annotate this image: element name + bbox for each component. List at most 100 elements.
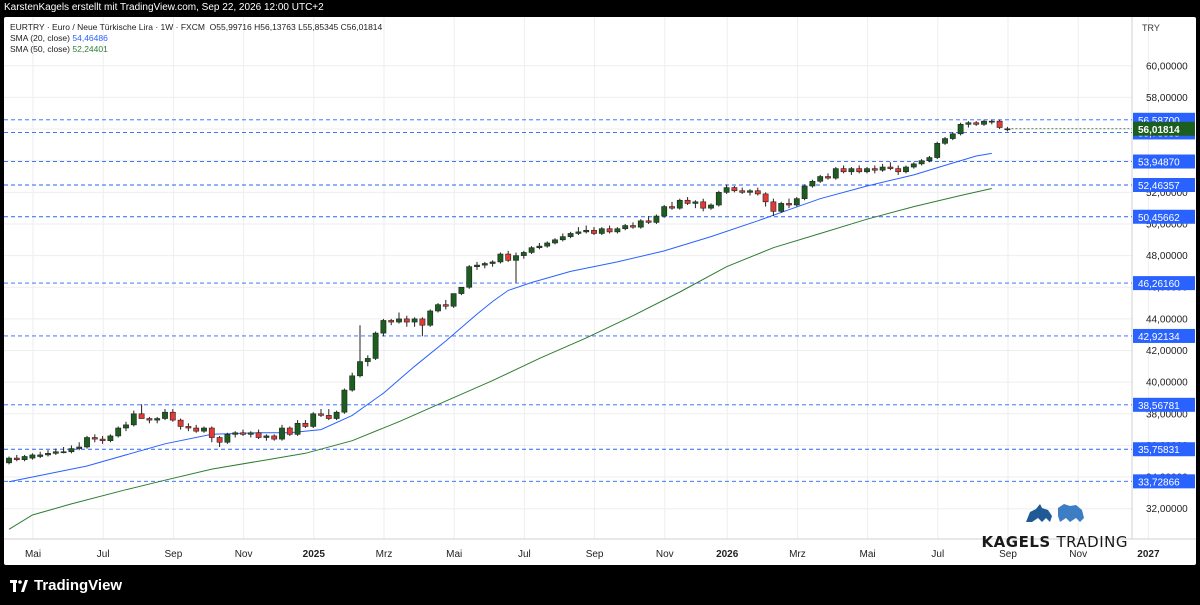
candle-body [403,318,410,323]
candle-body [177,419,184,427]
candle-body [575,231,582,234]
candle-body [544,242,551,247]
candle [310,412,317,429]
level-tag-bg [1133,154,1195,169]
candle [411,317,418,327]
candle-body [981,120,987,125]
candle [630,222,636,229]
chart-svg[interactable]: 32,0000034,0000036,0000038,0000040,00000… [4,17,1196,565]
candle [606,225,613,234]
candle-body [458,286,465,294]
y-tick-label: 48,00000 [1146,251,1188,262]
x-tick-label: Mai [25,549,41,560]
currency-label: TRY [1142,23,1160,33]
legend-sma20-row[interactable]: SMA (20, close) 54,46486 [10,33,108,43]
candle [240,429,246,436]
candle [341,388,348,414]
level-tag-label: 53,94870 [1138,158,1180,169]
candle [614,227,621,234]
y-tick-label: 44,00000 [1146,314,1188,325]
candle-body [84,437,90,448]
candle-body [739,190,746,193]
legend-sma50-row[interactable]: SMA (50, close) 52,24401 [10,44,108,54]
candle [762,192,769,207]
chart-panel[interactable]: 32,0000034,0000036,0000038,0000040,00000… [4,17,1196,565]
candle [138,404,145,419]
x-tick-label: 2027 [1137,549,1160,560]
candle [286,426,293,436]
bull-bear-logo-icon [1025,504,1084,522]
tradingview-logo[interactable]: TradingView [10,577,122,594]
candle-body [442,304,449,307]
candle-body [700,201,707,209]
candle [770,198,777,217]
candle [474,261,480,270]
candle-body [630,225,636,228]
candle [778,201,785,213]
candle [583,225,590,234]
x-tick-label: Mrz [376,549,393,560]
candle-body [778,203,785,212]
x-tick-label: Sep [999,549,1017,560]
candle-body [341,389,348,413]
x-tick-label: Nov [235,549,253,560]
candle-body [825,176,831,179]
candle [396,312,402,324]
candle-body [224,434,231,443]
candle-body [380,320,387,334]
candle [559,233,566,242]
candle [988,119,995,125]
candle [271,434,278,441]
candle-body [13,457,20,460]
support-resistance-levels [4,119,1132,482]
candle [333,410,340,421]
candle-body [583,230,590,233]
candle-body [302,422,309,427]
candle-body [957,124,964,135]
candle [739,187,746,194]
candle-body [372,332,379,359]
candle-body [528,247,535,253]
candle-body [115,427,122,437]
candle [52,448,59,455]
candle-body [879,166,886,171]
candle-body [388,320,395,323]
candle [247,431,254,438]
candle-body [450,293,457,307]
level-tag-bg [1133,442,1195,457]
candle-body [294,422,301,435]
x-tick-label: Jul [97,549,110,560]
candle [965,121,972,128]
candle [466,265,473,289]
candle-body [271,435,278,440]
candle [996,119,1003,130]
candle-body [934,143,941,158]
candle-body [240,432,246,435]
candle [536,242,543,250]
x-axis-labels: Mai Jul Sep Nov 2025 Mrz Mai Jul Sep Nov 2026 Mrz Ma… [25,549,1160,560]
candle-body [52,451,59,454]
candle-body [6,457,12,464]
candle-body [591,230,597,234]
candle [162,409,168,421]
level-tag-bg [1133,328,1195,343]
candle-body [318,413,324,416]
candle-body [817,176,824,182]
watermark-text: KAGELS TRADING [982,533,1128,551]
y-tick-label: 60,00000 [1146,61,1188,72]
candle [1004,126,1011,132]
candle [6,456,12,465]
x-tick-label: Mai [446,549,462,560]
legend-sma20-value: 54,46486 [72,33,108,43]
x-tick-label: Mai [860,549,876,560]
candle-body [481,263,488,266]
candle [591,227,597,236]
candle-body [770,201,777,212]
candle [871,165,878,174]
level-tag-label: 56,58700 [1138,116,1180,127]
level-tag-label: 33,72866 [1138,477,1180,488]
candle [692,200,699,209]
candle-body [645,220,652,223]
candle [653,214,660,224]
candle [130,410,137,427]
